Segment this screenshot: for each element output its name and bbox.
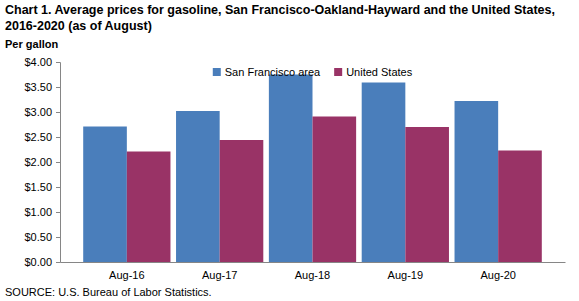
tick-label: Aug-17 (202, 269, 237, 281)
title: Chart 1. Average prices for gasoline, Sa… (5, 3, 555, 33)
tick-label: Aug-20 (480, 269, 515, 281)
bar (498, 151, 542, 263)
bar (220, 140, 264, 262)
tick-label: $4.00 (24, 56, 52, 68)
tick: $1.00 (24, 206, 60, 218)
bar (362, 83, 406, 263)
legend-item: United States (334, 66, 413, 78)
series (127, 117, 542, 263)
tick-label: $1.00 (24, 206, 52, 218)
legend-label: San Francisco area (225, 66, 321, 78)
legend-label: United States (346, 66, 413, 78)
tick-label: $0.50 (24, 231, 52, 243)
bar (176, 111, 220, 262)
tick-mark (56, 262, 60, 263)
bar (455, 101, 499, 262)
legend: San Francisco area United States (213, 66, 413, 78)
tick-mark (56, 162, 60, 163)
tick-mark (56, 137, 60, 138)
bar (83, 127, 127, 263)
tick-label: $0.00 (24, 256, 52, 268)
tick: Aug-19 (388, 269, 423, 281)
tick: Aug-17 (202, 269, 237, 281)
tick: Aug-18 (295, 269, 330, 281)
tick-label: Aug-16 (109, 269, 144, 281)
bar (269, 75, 313, 263)
tick-label: $2.50 (24, 131, 52, 143)
tick-mark (56, 112, 60, 113)
bars (83, 75, 542, 263)
tick: $1.50 (24, 181, 60, 193)
axis-line (56, 63, 61, 263)
tick: $3.50 (24, 81, 60, 93)
series (83, 75, 498, 263)
tick-label: $3.00 (24, 106, 52, 118)
tick: $2.00 (24, 156, 60, 168)
tick-label: $1.50 (24, 181, 52, 193)
tick: $0.00 (24, 256, 60, 268)
x-axis: Aug-16 Aug-17 Aug-18 Aug-19 Aug-20 (61, 263, 566, 281)
tick-label: $3.50 (24, 81, 52, 93)
tick-mark (56, 187, 60, 188)
tick: $3.00 (24, 106, 60, 118)
legend-item: San Francisco area (213, 66, 321, 78)
tick: $2.50 (24, 131, 60, 143)
tick: $4.00 (24, 56, 60, 68)
tick-mark (56, 87, 60, 88)
tick-label: $2.00 (24, 156, 52, 168)
legend-swatch (213, 68, 221, 76)
bar (313, 117, 357, 263)
bar (127, 152, 171, 263)
tick-mark (56, 237, 60, 238)
bar (405, 127, 449, 262)
tick-mark (56, 212, 60, 213)
tick: Aug-20 (480, 269, 515, 281)
tick: Aug-16 (109, 269, 144, 281)
legend-swatch (334, 68, 342, 76)
chart: Chart 1. Average prices for gasoline, Sa… (0, 0, 579, 301)
tick-label: Aug-19 (388, 269, 423, 281)
source: SOURCE: U.S. Bureau of Labor Statistics. (5, 286, 212, 298)
y-axis: $0.00 $0.50 $1.00 $1.50 $2.00 $2.50 $3.00 $3.50… (24, 56, 60, 268)
title-line: Chart 1. Average prices for gasoline, Sa… (5, 3, 555, 17)
tick: $0.50 (24, 231, 60, 243)
tick-label: Aug-18 (295, 269, 330, 281)
tick-mark (56, 62, 60, 63)
axis-title: Per gallon (5, 38, 58, 50)
axis-line (61, 262, 566, 263)
title-line: 2016-2020 (as of August) (5, 19, 152, 33)
